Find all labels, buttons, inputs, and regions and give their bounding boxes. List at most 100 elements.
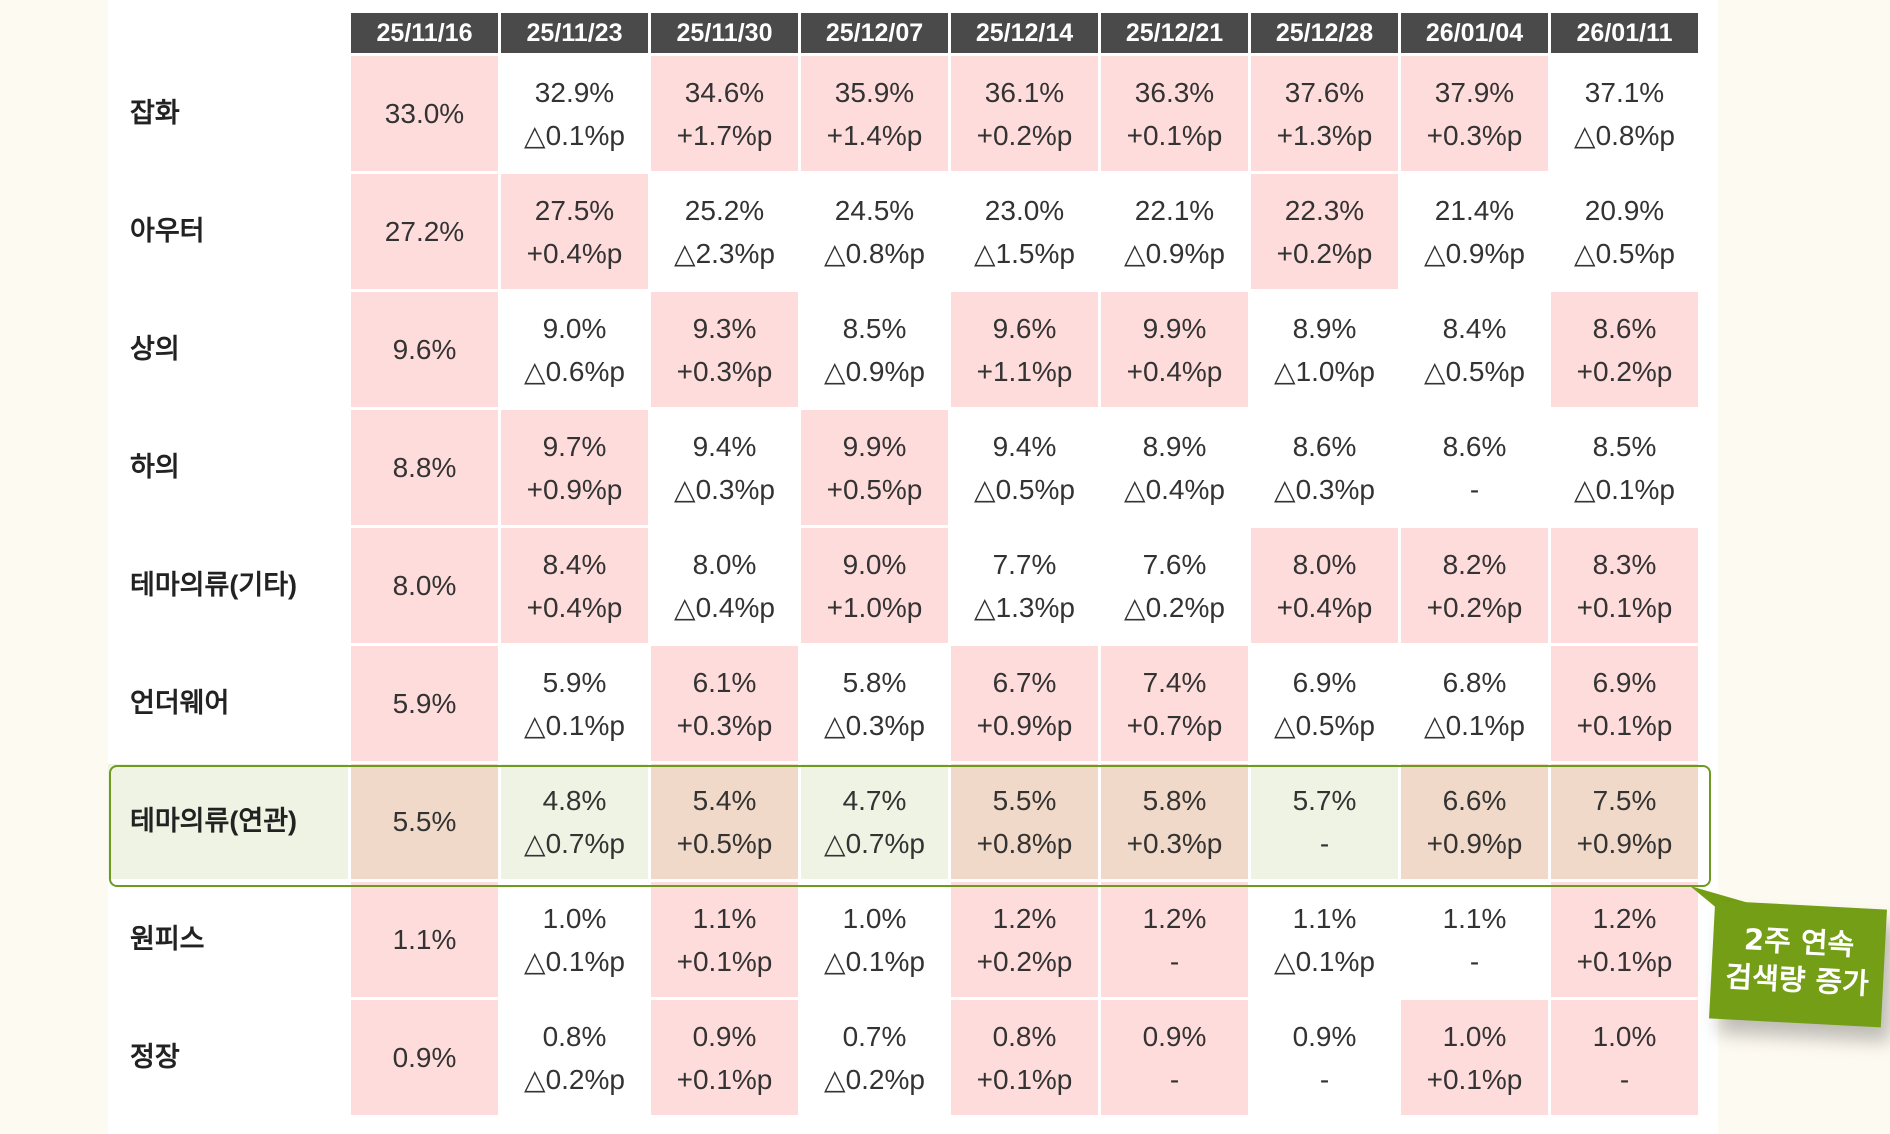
column-header: 26/01/04: [1401, 13, 1548, 53]
table-cell: 8.0% +0.4%p: [1251, 528, 1398, 643]
cell-change: +0.2%p: [1276, 237, 1373, 269]
cell-change: +0.1%p: [1576, 591, 1673, 623]
cell-value: 9.0%: [542, 312, 607, 344]
cell-value: 6.8%: [1442, 666, 1507, 698]
cell-value: 37.1%: [1584, 76, 1665, 108]
table-cell: 4.8% △0.7%p: [501, 764, 648, 879]
table-cell: 9.4% △0.5%p: [951, 410, 1098, 525]
cell-change: +0.3%p: [1426, 119, 1523, 151]
table-cell: 6.8% △0.1%p: [1401, 646, 1548, 761]
row-label: 언더웨어: [130, 688, 230, 718]
cell-value: 1.0%: [842, 902, 907, 934]
row-label: 원피스: [130, 924, 205, 954]
cell-change: -: [1619, 1063, 1630, 1095]
table-cell: 1.0% -: [1551, 1000, 1698, 1115]
cell-change: -: [1169, 1063, 1180, 1095]
column-header: 25/12/28: [1251, 13, 1398, 53]
table-cell: 6.9% △0.5%p: [1251, 646, 1398, 761]
cell-value: 6.9%: [1292, 666, 1357, 698]
row-label: 테마의류(연관): [108, 764, 348, 879]
cell-value: 5.4%: [692, 784, 757, 816]
cell-value: 6.1%: [692, 666, 757, 698]
cell-value: 5.5%: [992, 784, 1057, 816]
cell-change: +0.1%p: [976, 1063, 1073, 1095]
cell-change: △0.1%p: [524, 945, 625, 977]
cell-value: 5.9%: [392, 688, 457, 719]
cell-value: 8.5%: [842, 312, 907, 344]
table-cell: 7.5% +0.9%p: [1551, 764, 1698, 879]
column-header: 26/01/11: [1551, 13, 1698, 53]
cell-change: △0.9%p: [824, 355, 925, 387]
cell-value: 8.6%: [1592, 312, 1657, 344]
table-cell: 23.0% △1.5%p: [951, 174, 1098, 289]
cell-value: 32.9%: [534, 76, 615, 108]
cell-value: 5.5%: [392, 806, 457, 837]
table-cell: 37.1% △0.8%p: [1551, 56, 1698, 171]
cell-value: 0.9%: [1292, 1020, 1357, 1052]
row-label: 상의: [130, 334, 180, 364]
cell-value: 8.0%: [392, 570, 457, 601]
cell-value: 0.8%: [992, 1020, 1057, 1052]
cell-change: △0.1%p: [524, 119, 625, 151]
cell-change: △0.5%p: [1574, 237, 1675, 269]
row-label: 하의: [130, 452, 180, 482]
cell-value: 6.7%: [992, 666, 1057, 698]
cell-value: 23.0%: [984, 194, 1065, 226]
table-cell: 9.0% +1.0%p: [801, 528, 948, 643]
cell-change: △0.1%p: [1574, 473, 1675, 505]
table-cell: 36.1% +0.2%p: [951, 56, 1098, 171]
row-label: 정장: [130, 1042, 180, 1072]
cell-value: 4.7%: [842, 784, 907, 816]
cell-change: △0.7%p: [524, 827, 625, 859]
table-cell: 8.3% +0.1%p: [1551, 528, 1698, 643]
cell-change: +0.3%p: [676, 709, 773, 741]
cell-value: 36.1%: [984, 76, 1065, 108]
cell-change: +0.1%p: [1426, 1063, 1523, 1095]
table-cell: 5.8% +0.3%p: [1101, 764, 1248, 879]
cell-value: 1.1%: [1292, 902, 1357, 934]
column-header: 25/11/23: [501, 13, 648, 53]
table-cell: 0.9% -: [1251, 1000, 1398, 1115]
cell-change: △0.1%p: [524, 709, 625, 741]
cell-change: +0.4%p: [1126, 355, 1223, 387]
cell-value: 0.9%: [692, 1020, 757, 1052]
table-cell: 6.9% +0.1%p: [1551, 646, 1698, 761]
cell-change: △1.0%p: [1274, 355, 1375, 387]
table-cell: 8.4% +0.4%p: [501, 528, 648, 643]
cell-change: +0.9%p: [1426, 827, 1523, 859]
row-label: 잡화: [130, 98, 180, 128]
table-cell: 37.9% +0.3%p: [1401, 56, 1548, 171]
table-cell: 22.1% △0.9%p: [1101, 174, 1248, 289]
table-cell: 1.2% +0.2%p: [951, 882, 1098, 997]
table-cell: 33.0%: [351, 56, 498, 171]
cell-value: 27.2%: [384, 216, 465, 247]
table-cell: 36.3% +0.1%p: [1101, 56, 1248, 171]
table-row: 언더웨어 5.9% 5.9% △0.1%p 6.1% +0.3%p 5.8% △0.3%p 6.…: [108, 646, 1698, 761]
cell-change: △0.4%p: [1124, 473, 1225, 505]
cell-change: +1.0%p: [826, 591, 923, 623]
header-row: 25/11/16 25/11/23 25/11/30 25/12/07 25/12/14…: [108, 13, 1698, 53]
cell-value: 1.1%: [392, 924, 457, 955]
cell-value: 8.3%: [1592, 548, 1657, 580]
table-cell: 1.0% +0.1%p: [1401, 1000, 1548, 1115]
table-cell: 8.9% △1.0%p: [1251, 292, 1398, 407]
cell-change: △0.2%p: [524, 1063, 625, 1095]
cell-value: 7.4%: [1142, 666, 1207, 698]
cell-value: 9.6%: [992, 312, 1057, 344]
callout-badge: 2주 연속 검색량 증가: [1709, 900, 1887, 1028]
table-cell: 5.7% -: [1251, 764, 1398, 879]
cell-value: 1.0%: [1592, 1020, 1657, 1052]
table-row: 테마의류(기타) 8.0% 8.4% +0.4%p 8.0% △0.4%p 9.0% +1.0…: [108, 528, 1698, 643]
cell-value: 7.6%: [1142, 548, 1207, 580]
cell-value: 1.0%: [1442, 1020, 1507, 1052]
table-cell: 9.0% △0.6%p: [501, 292, 648, 407]
cell-value: 0.7%: [842, 1020, 907, 1052]
table-row: 하의 8.8% 9.7% +0.9%p 9.4% △0.3%p 9.9% +0.5%p 9.4%…: [108, 410, 1698, 525]
table-cell: 1.1% -: [1401, 882, 1548, 997]
cell-value: 8.6%: [1442, 430, 1507, 462]
cell-value: 5.7%: [1292, 784, 1357, 816]
cell-value: 8.8%: [392, 452, 457, 483]
cell-value: 27.5%: [534, 194, 615, 226]
table-cell: 8.5% △0.9%p: [801, 292, 948, 407]
cell-change: △0.8%p: [824, 237, 925, 269]
